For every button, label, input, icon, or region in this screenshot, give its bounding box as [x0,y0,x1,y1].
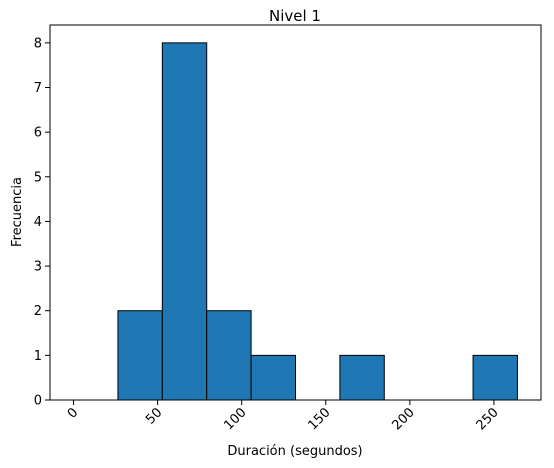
y-tick-label: 1 [34,349,42,364]
y-tick-label: 7 [34,81,42,96]
x-tick-label: 50 [143,405,165,427]
histogram-bar [339,354,385,401]
y-tick-label: 5 [34,170,42,185]
x-axis-label: Duración (segundos) [227,444,362,459]
histogram-bar [206,310,252,401]
y-tick-label: 4 [34,215,42,230]
x-axis-ticks: 0 50 100 150 200 250 [65,400,502,433]
histogram-bar [161,42,208,401]
y-tick-label: 8 [34,36,42,51]
histogram-bar [250,354,296,401]
bars-group [117,42,518,401]
x-tick-label: 100 [221,405,249,433]
x-tick-label: 0 [65,405,81,421]
histogram-bar [117,310,163,401]
x-tick-label: 200 [390,405,418,433]
histogram-bar [472,354,518,401]
chart-title: Nivel 1 [269,7,321,25]
x-tick-label: 250 [474,405,502,433]
y-tick-label: 6 [34,126,42,141]
plot-frame [49,24,542,401]
y-tick-label: 2 [34,304,42,319]
y-axis-ticks: 0 1 2 3 4 5 6 7 8 [34,36,50,409]
y-tick-label: 0 [34,394,42,409]
y-axis-label: Frecuencia [10,177,25,247]
x-tick-label: 150 [305,405,333,433]
y-tick-label: 3 [34,260,42,275]
